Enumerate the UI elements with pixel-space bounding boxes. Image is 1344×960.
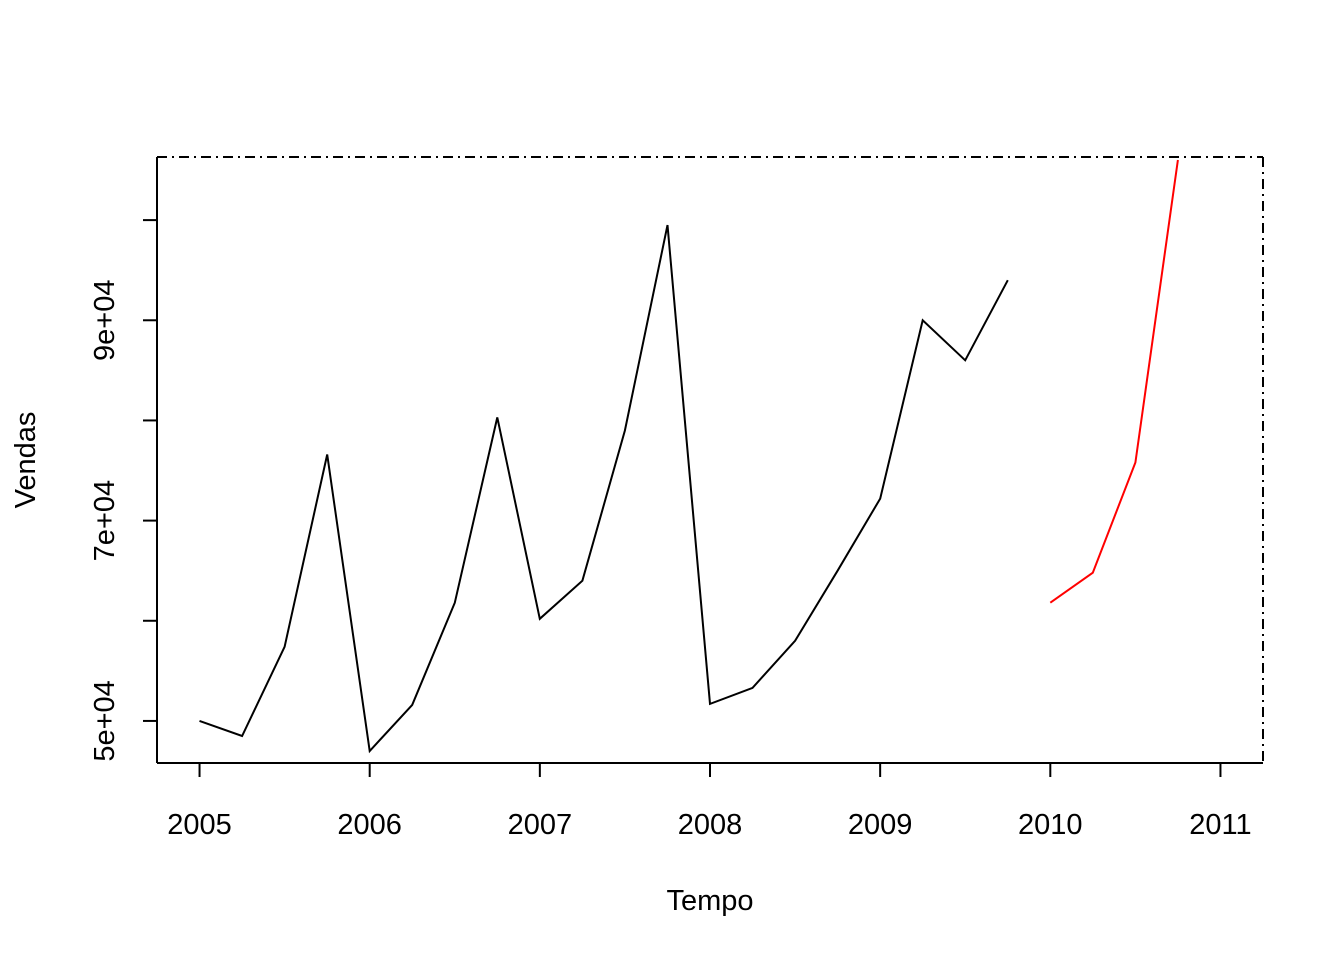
x-tick-label: 2009 [848,809,913,841]
x-tick-label: 2010 [1018,809,1083,841]
y-axis-title: Vendas [10,412,42,509]
series-line-observed [199,224,1009,754]
x-axis: 2005 2006 2007 2008 2009 2010 2011 [167,763,1252,841]
plot-frame [156,156,1264,764]
y-tick-label: 5e+04 [89,680,121,761]
x-tick-label: 2011 [1189,809,1251,841]
x-tick-label: 2006 [337,809,402,841]
series-layer [199,159,1179,754]
y-tick-label: 7e+04 [89,480,121,561]
x-tick-label: 2007 [508,809,573,841]
x-tick-label: 2008 [678,809,743,841]
series-line-forecast [1049,159,1179,604]
x-axis-title: Tempo [666,885,753,917]
x-tick-label: 2005 [167,809,232,841]
y-axis: 5e+04 7e+04 9e+04 [89,219,157,762]
y-tick-label: 9e+04 [89,280,121,361]
